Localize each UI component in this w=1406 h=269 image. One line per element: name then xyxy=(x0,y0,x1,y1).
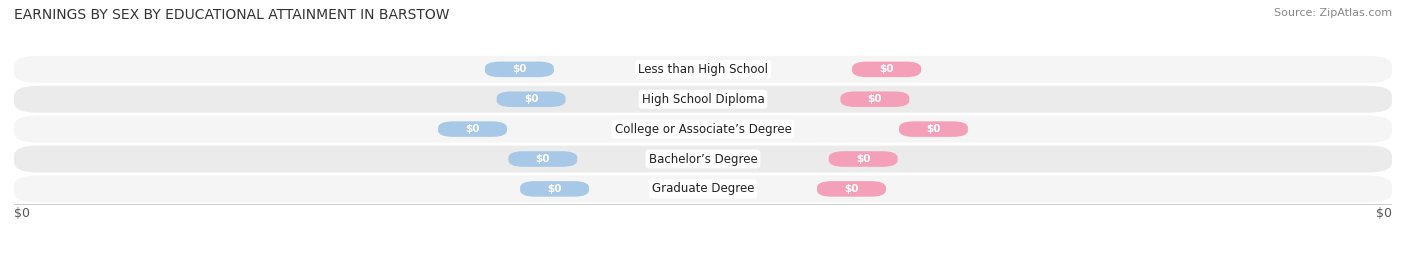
Text: High School Diploma: High School Diploma xyxy=(641,93,765,106)
FancyBboxPatch shape xyxy=(817,181,886,197)
Text: Graduate Degree: Graduate Degree xyxy=(652,182,754,195)
FancyBboxPatch shape xyxy=(520,181,589,197)
Text: $0: $0 xyxy=(927,124,941,134)
Text: $0: $0 xyxy=(868,94,882,104)
FancyBboxPatch shape xyxy=(898,121,967,137)
FancyBboxPatch shape xyxy=(14,175,1392,202)
FancyBboxPatch shape xyxy=(485,62,554,77)
Text: Less than High School: Less than High School xyxy=(638,63,768,76)
FancyBboxPatch shape xyxy=(496,91,565,107)
FancyBboxPatch shape xyxy=(14,56,1392,83)
Text: $0: $0 xyxy=(512,64,527,74)
Text: $0: $0 xyxy=(547,184,562,194)
FancyBboxPatch shape xyxy=(14,86,1392,113)
FancyBboxPatch shape xyxy=(841,91,910,107)
Text: Source: ZipAtlas.com: Source: ZipAtlas.com xyxy=(1274,8,1392,18)
Text: $0: $0 xyxy=(856,154,870,164)
Text: $0: $0 xyxy=(1376,207,1392,220)
Text: $0: $0 xyxy=(465,124,479,134)
Text: $0: $0 xyxy=(844,184,859,194)
Text: $0: $0 xyxy=(536,154,550,164)
Text: $0: $0 xyxy=(524,94,538,104)
FancyBboxPatch shape xyxy=(439,121,508,137)
FancyBboxPatch shape xyxy=(14,146,1392,172)
Text: College or Associate’s Degree: College or Associate’s Degree xyxy=(614,123,792,136)
FancyBboxPatch shape xyxy=(852,62,921,77)
Text: EARNINGS BY SEX BY EDUCATIONAL ATTAINMENT IN BARSTOW: EARNINGS BY SEX BY EDUCATIONAL ATTAINMEN… xyxy=(14,8,450,22)
Text: Bachelor’s Degree: Bachelor’s Degree xyxy=(648,153,758,165)
FancyBboxPatch shape xyxy=(509,151,578,167)
Text: $0: $0 xyxy=(14,207,30,220)
FancyBboxPatch shape xyxy=(828,151,897,167)
Text: $0: $0 xyxy=(879,64,894,74)
FancyBboxPatch shape xyxy=(14,116,1392,143)
